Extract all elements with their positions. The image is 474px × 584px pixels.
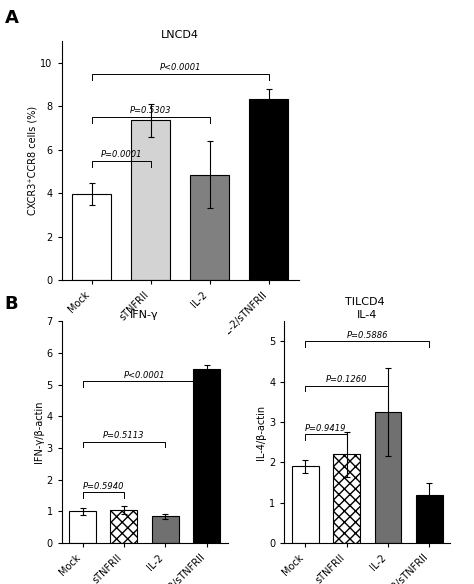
Title: LNCD4: LNCD4 (161, 30, 199, 40)
Text: P=0.5303: P=0.5303 (130, 106, 172, 115)
Text: P=0.5886: P=0.5886 (346, 331, 388, 340)
Bar (152, 516, 179, 543)
Title: IFN-γ: IFN-γ (130, 311, 159, 321)
Title: IL-4: IL-4 (357, 311, 377, 321)
Bar (131, 120, 170, 280)
Bar (110, 510, 137, 543)
Y-axis label: CXCR3⁺CCR8 cells (%): CXCR3⁺CCR8 cells (%) (27, 106, 37, 215)
Bar (191, 175, 229, 280)
Bar (416, 495, 443, 543)
Text: P=0.5113: P=0.5113 (103, 431, 145, 440)
Bar (374, 412, 401, 543)
Text: P<0.0001: P<0.0001 (159, 62, 201, 72)
Text: B: B (5, 295, 18, 313)
Bar (333, 454, 360, 543)
Text: P=0.0001: P=0.0001 (100, 150, 142, 159)
Text: A: A (5, 9, 18, 27)
Bar (193, 369, 220, 543)
Bar (249, 99, 288, 280)
Bar (292, 467, 319, 543)
Text: TILCD4: TILCD4 (345, 297, 385, 307)
Y-axis label: IFN-γ/β-actin: IFN-γ/β-actin (34, 401, 44, 464)
Text: P=0.1260: P=0.1260 (326, 375, 367, 384)
Y-axis label: IL-4/β-actin: IL-4/β-actin (256, 405, 266, 460)
Text: P=0.5940: P=0.5940 (82, 482, 124, 491)
Bar (73, 194, 111, 280)
Bar (69, 512, 96, 543)
Text: P=0.9419: P=0.9419 (305, 423, 347, 433)
Text: P<0.0001: P<0.0001 (124, 371, 165, 380)
